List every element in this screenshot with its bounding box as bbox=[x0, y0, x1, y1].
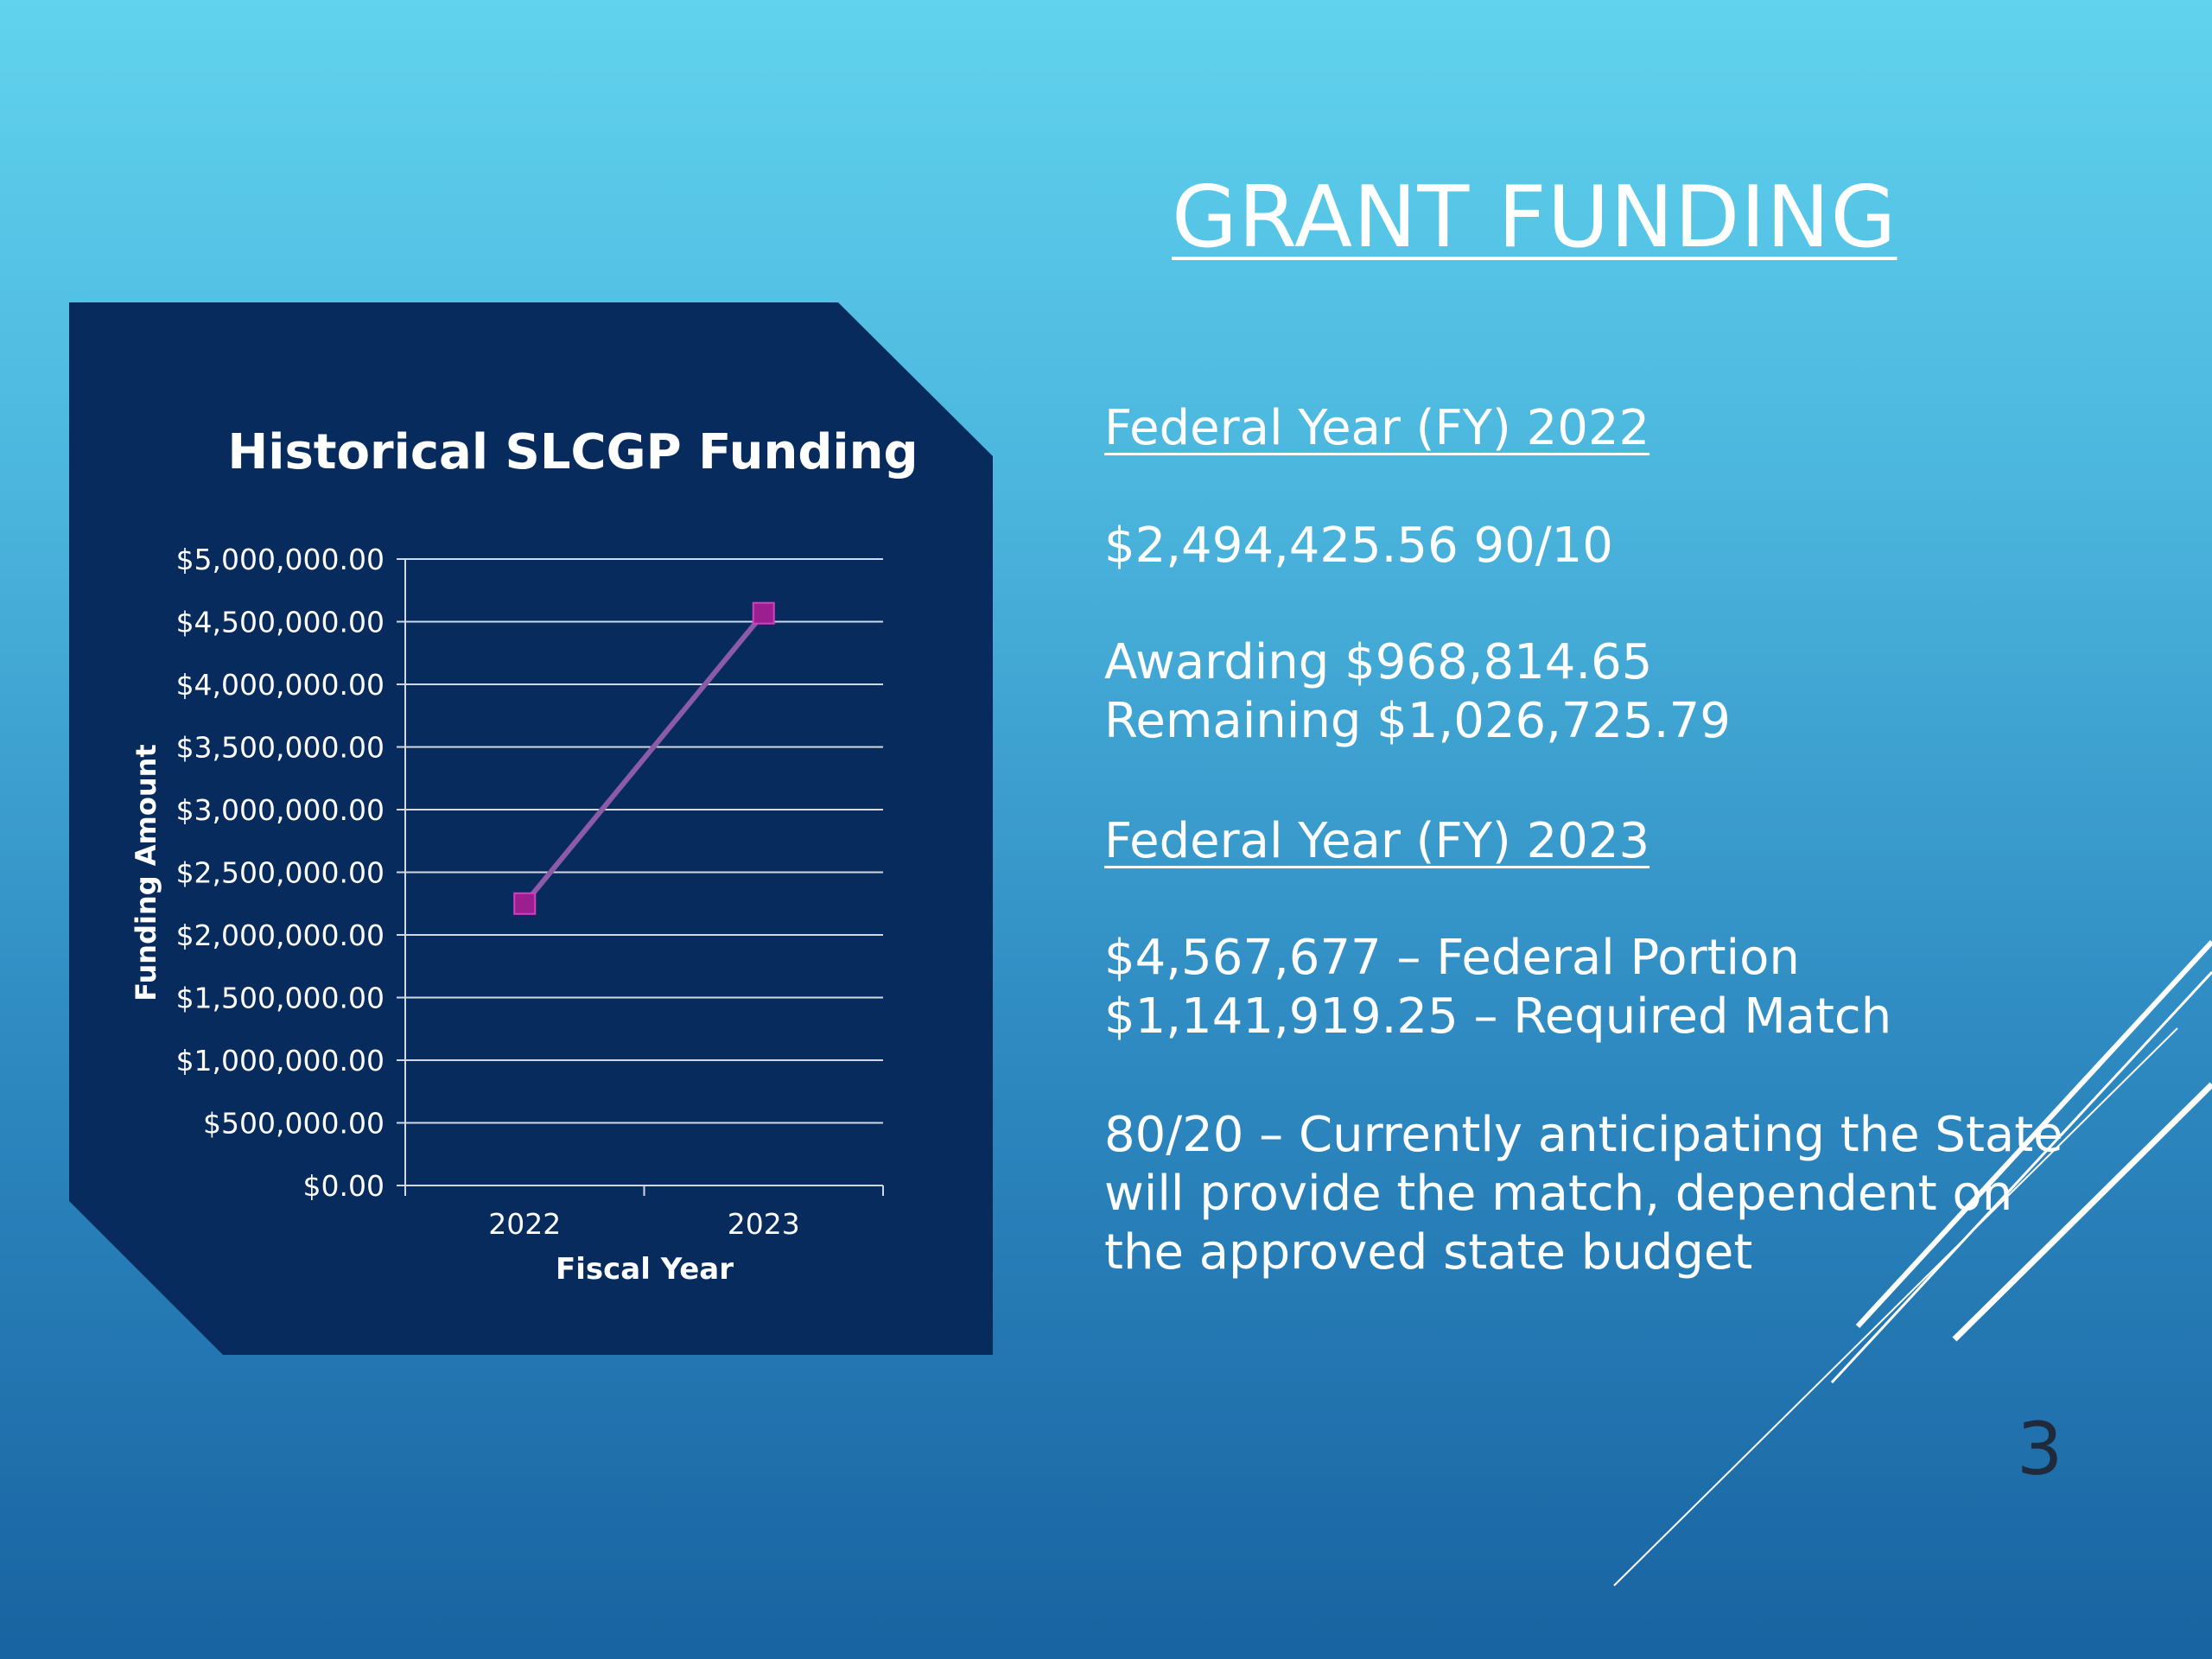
fy2023-heading: Federal Year (FY) 2023 bbox=[1104, 813, 1650, 869]
page-number: 3 bbox=[2017, 1407, 2063, 1491]
fy2023-note-line-1: 80/20 – Currently anticipating the State bbox=[1104, 1107, 2063, 1163]
fy2022-remaining: Remaining $1,026,725.79 bbox=[1104, 693, 1731, 749]
x-tick-label: 2022 bbox=[488, 1207, 561, 1241]
chart-x-axis-label: Fiscal Year bbox=[556, 1252, 734, 1287]
fy2023-note-line-3: the approved state budget bbox=[1104, 1224, 1753, 1281]
y-tick-label: $3,500,000.00 bbox=[176, 731, 385, 765]
chart-axes: $0.00 $500,000.00 $1,000,000.00 $1,500,000.… bbox=[176, 543, 884, 1241]
fy2022-awarding: Awarding $968,814.65 bbox=[1104, 634, 1653, 690]
y-tick-label: $5,000,000.00 bbox=[176, 543, 385, 576]
fy2023-required-match: $1,141,919.25 – Required Match bbox=[1104, 988, 1892, 1045]
y-tick-label: $1,000,000.00 bbox=[176, 1044, 385, 1077]
fy2023-note-line-2: will provide the match, dependent on bbox=[1104, 1166, 2013, 1222]
data-point-marker bbox=[752, 601, 775, 625]
y-tick-label: $0.00 bbox=[303, 1169, 385, 1203]
y-tick-label: $2,000,000.00 bbox=[176, 918, 385, 952]
data-point-marker bbox=[513, 892, 537, 915]
chart-title: Historical SLCGP Funding bbox=[227, 424, 918, 480]
fy2023-federal-portion: $4,567,677 – Federal Portion bbox=[1104, 930, 1800, 986]
fy2022-total: $2,494,425.56 90/10 bbox=[1104, 518, 1613, 574]
y-tick-label: $2,500,000.00 bbox=[176, 856, 385, 890]
chart-grid bbox=[405, 558, 883, 1124]
chart-y-axis-label: Funding Amount bbox=[130, 744, 162, 1001]
y-tick-label: $4,500,000.00 bbox=[176, 606, 385, 639]
fy2022-heading: Federal Year (FY) 2022 bbox=[1104, 400, 1650, 456]
chart-series bbox=[513, 601, 775, 915]
y-tick-label: $3,000,000.00 bbox=[176, 793, 385, 827]
chart-panel: $0.00 $500,000.00 $1,000,000.00 $1,500,000.… bbox=[69, 302, 993, 1355]
y-tick-label: $4,000,000.00 bbox=[176, 668, 385, 702]
chart-panel-background bbox=[69, 302, 993, 1355]
series-line bbox=[522, 611, 766, 906]
x-tick-label: 2023 bbox=[728, 1207, 800, 1241]
slide-title: GRANT FUNDING bbox=[1172, 168, 1897, 267]
funding-chart: $0.00 $500,000.00 $1,000,000.00 $1,500,000.… bbox=[69, 302, 993, 1355]
y-tick-label: $1,500,000.00 bbox=[176, 982, 385, 1015]
y-tick-label: $500,000.00 bbox=[203, 1107, 385, 1141]
